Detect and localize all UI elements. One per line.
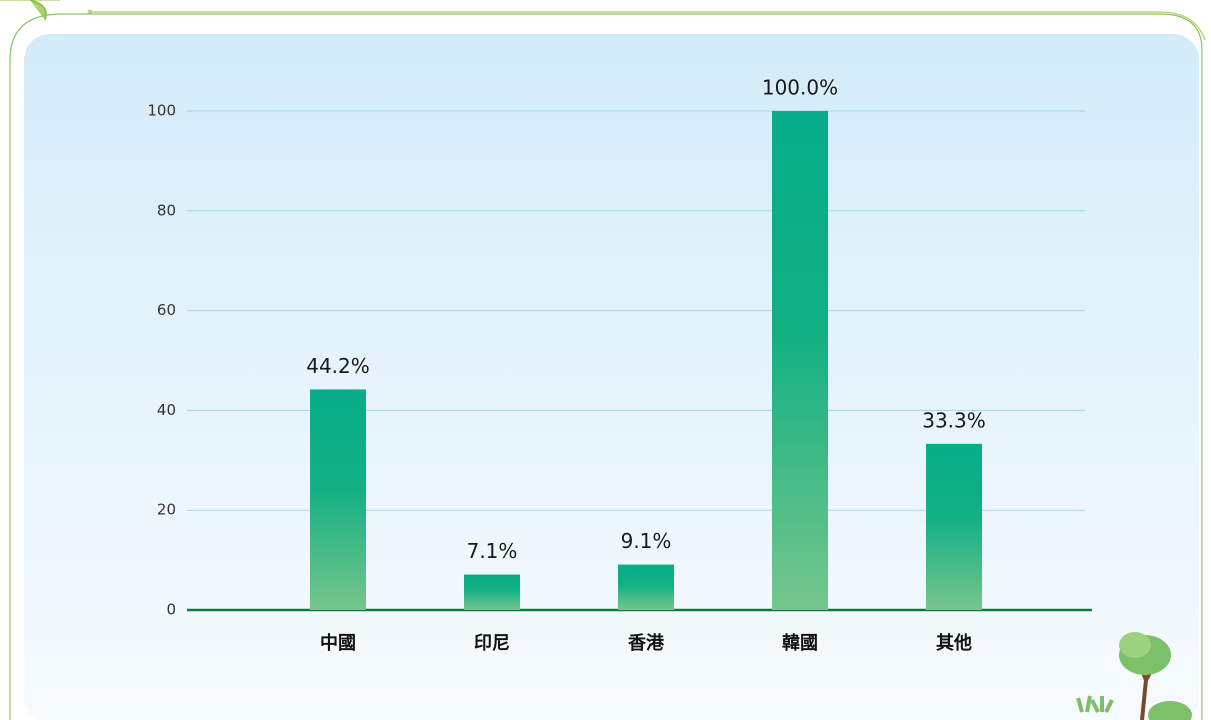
plot-area: 0 20 40 60 80 100 中國 44.2% 印尼 7.1% 香港 9.1% 韓國 100.0% 其…: [147, 76, 1092, 654]
bar: [926, 443, 982, 610]
value-label: 100.0%: [762, 76, 838, 100]
x-tick-label: 韓國: [782, 632, 818, 654]
bar: [772, 111, 828, 610]
value-label: 44.2%: [306, 354, 370, 378]
x-tick-label: 中國: [320, 632, 356, 654]
x-tick-label: 印尼: [474, 633, 510, 654]
bar: [464, 574, 520, 610]
y-tick-label: 60: [157, 301, 176, 319]
value-label: 7.1%: [467, 539, 518, 563]
y-tick-label: 100: [147, 102, 176, 120]
value-label: 33.3%: [922, 408, 986, 432]
y-tick-label: 40: [157, 401, 176, 419]
y-tick-label: 0: [166, 601, 176, 619]
bar: [618, 564, 674, 610]
x-tick-label: 香港: [627, 633, 665, 654]
value-label: 9.1%: [621, 529, 672, 553]
x-tick-label: 其他: [936, 632, 972, 654]
bar: [310, 389, 366, 610]
y-tick-label: 80: [157, 201, 176, 219]
tree-decoration: [1076, 632, 1192, 720]
y-tick-label: 20: [157, 501, 176, 519]
